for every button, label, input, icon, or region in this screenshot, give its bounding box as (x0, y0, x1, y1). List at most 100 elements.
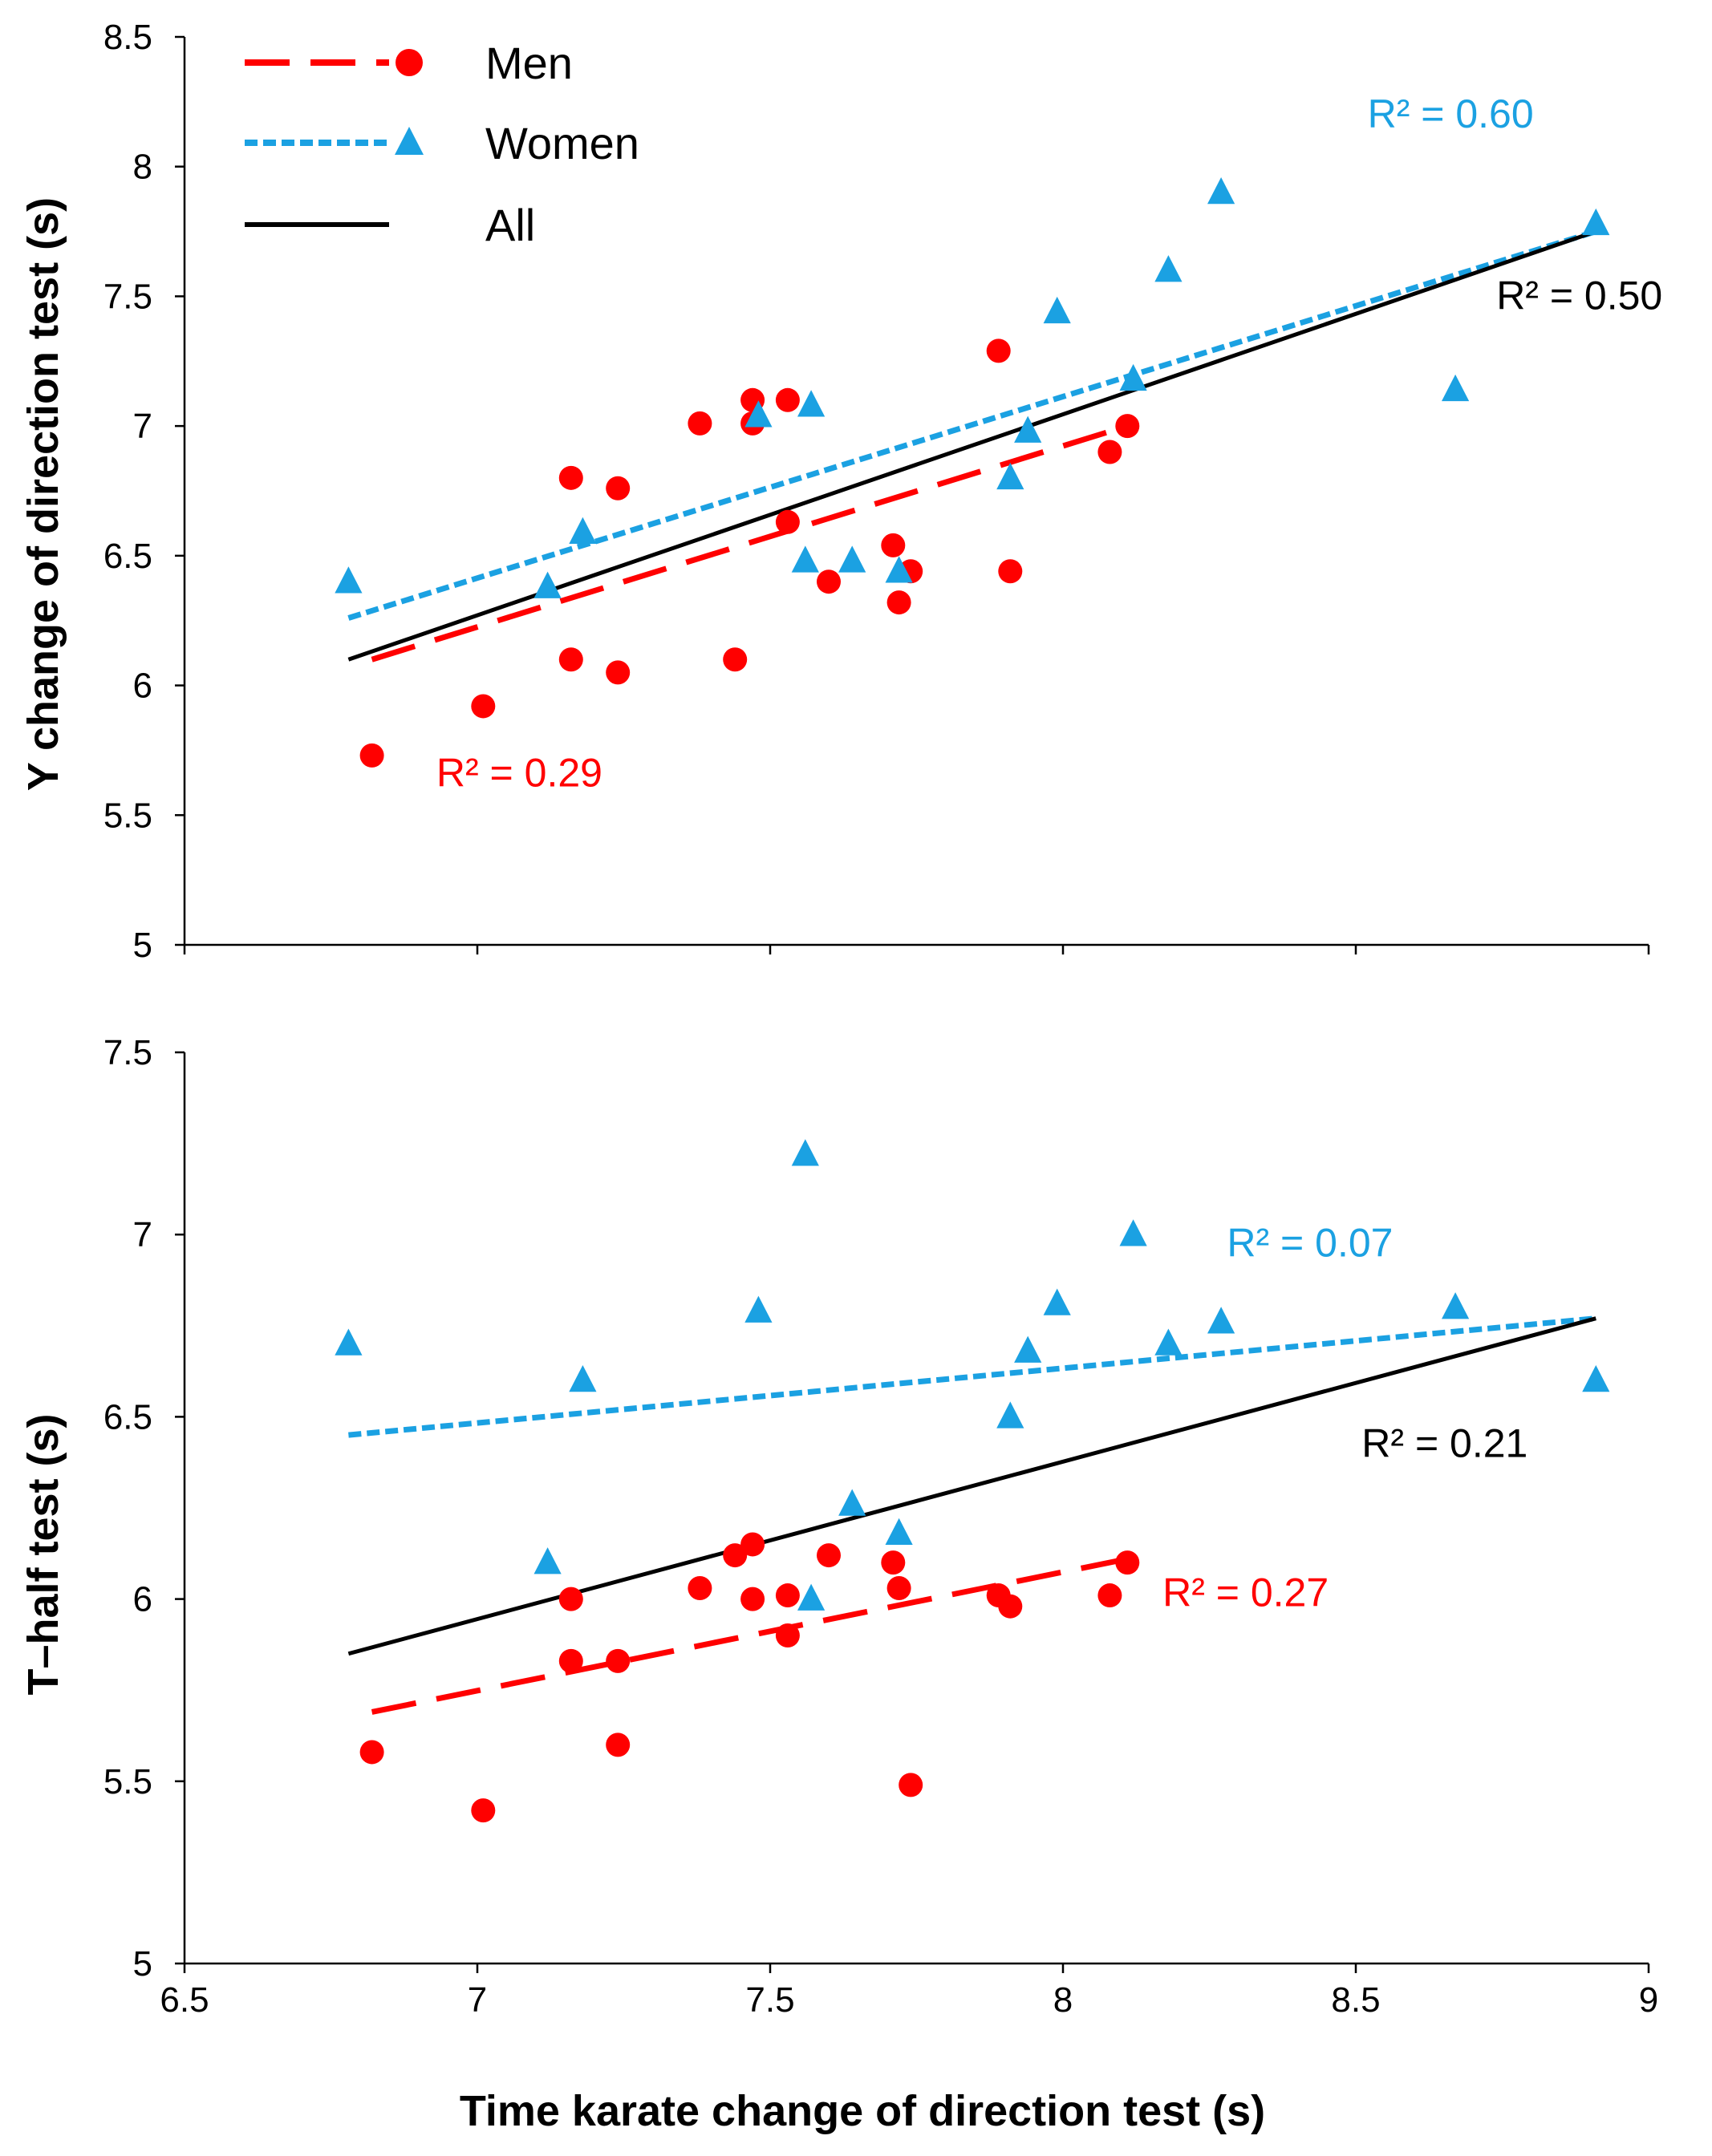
point-women (1043, 296, 1071, 324)
point-women (1154, 255, 1183, 282)
point-men (558, 647, 583, 672)
x-tick-label: 7 (468, 1980, 487, 2020)
point-women (1207, 177, 1235, 205)
point-women (1119, 1219, 1147, 1246)
panel-top-y-change: 5 5.5 6 6.5 7 7.5 8 8.5 R² = 0.60 R² = 0.50 R² = 0… (103, 18, 1662, 965)
point-men (998, 559, 1023, 584)
point-men (606, 476, 631, 500)
point-men (775, 1623, 800, 1648)
x-tick-label: 6.5 (160, 1980, 209, 2020)
point-men (881, 533, 906, 557)
r2-label-all: R² = 0.21 (1361, 1420, 1527, 1465)
point-men (899, 1773, 923, 1797)
point-men (986, 338, 1011, 363)
point-men (723, 1543, 748, 1568)
trendline-women (347, 229, 1597, 621)
point-women (996, 1401, 1024, 1429)
point-men (817, 1543, 841, 1568)
x-tick-label: 8 (1053, 1980, 1073, 2020)
point-women (1582, 208, 1610, 236)
trendline-women (348, 1315, 1596, 1438)
y-tick-label: 8.5 (103, 18, 152, 57)
legend-label-women: Women (485, 118, 639, 168)
point-men (817, 569, 841, 594)
point-women (1119, 363, 1147, 391)
point-women (1207, 1307, 1235, 1334)
point-men (998, 1594, 1023, 1619)
point-men (471, 694, 496, 719)
point-men (606, 1648, 631, 1673)
point-women (791, 545, 819, 573)
point-women (797, 1583, 826, 1611)
point-women (797, 390, 826, 417)
x-axis-title: Time karate change of direction test (s) (460, 2087, 1265, 2135)
y-tick-label: 7 (133, 407, 152, 446)
point-men (1115, 1550, 1140, 1575)
point-women (885, 556, 913, 583)
point-men (775, 1583, 800, 1608)
trendline-all (347, 1316, 1596, 1656)
trendline-men (371, 423, 1129, 663)
legend-label-men: Men (485, 38, 573, 88)
x-tick-label: 9 (1639, 1980, 1658, 2020)
panel-bottom-t-half: 5 5.5 6 6.5 7 7.5 6.5 7 7.5 8 8.5 9 R² = 0.07 R² = 0.… (103, 1033, 1658, 2020)
r2-label-women: R² = 0.60 (1368, 91, 1534, 136)
point-men (1097, 440, 1122, 464)
point-women (744, 1295, 773, 1323)
point-women (335, 566, 363, 594)
point-women (1043, 1288, 1071, 1315)
point-women (569, 517, 597, 544)
r2-label-men: R² = 0.29 (436, 751, 602, 796)
point-women (996, 462, 1024, 490)
point-women (1442, 1292, 1470, 1319)
point-women (791, 1139, 819, 1166)
point-men (359, 1740, 384, 1765)
y-tick-label: 7 (133, 1215, 152, 1254)
y-tick-label: 6 (133, 667, 152, 706)
point-men (723, 647, 748, 672)
point-men (558, 465, 583, 490)
point-men (606, 1732, 631, 1757)
point-men (740, 1532, 765, 1557)
trendline-men (371, 1556, 1128, 1715)
r2-label-all: R² = 0.50 (1496, 274, 1662, 318)
point-women (1582, 1364, 1610, 1392)
point-women (569, 1364, 597, 1392)
legend-label-all: All (485, 200, 535, 250)
y-axis-title-bottom: T–half test (s) (19, 1413, 67, 1695)
legend: Men Women All (245, 38, 639, 250)
point-women (838, 545, 866, 573)
point-women (1014, 415, 1042, 443)
point-men (775, 509, 800, 534)
point-men (558, 1587, 583, 1611)
point-men (1115, 414, 1140, 439)
y-tick-label: 5.5 (103, 1762, 152, 1801)
y-tick-label: 5.5 (103, 796, 152, 835)
y-tick-label: 7.5 (103, 277, 152, 316)
legend-marker-women (395, 127, 424, 155)
point-men (886, 1575, 911, 1600)
point-men (881, 1550, 906, 1575)
point-women (1442, 374, 1470, 402)
point-men (740, 1587, 765, 1611)
point-men (471, 1798, 496, 1823)
trendline-all (347, 229, 1597, 662)
point-men (1097, 1583, 1122, 1608)
point-women (838, 1489, 866, 1516)
y-tick-label: 6.5 (103, 537, 152, 576)
point-men (558, 1648, 583, 1673)
point-women (335, 1328, 363, 1356)
legend-marker-men (396, 49, 423, 76)
y-tick-label: 7.5 (103, 1033, 152, 1072)
point-women (1154, 1328, 1183, 1356)
y-tick-label: 8 (133, 148, 152, 187)
point-women (1014, 1335, 1042, 1363)
point-women (533, 571, 562, 598)
r2-label-men: R² = 0.27 (1162, 1570, 1329, 1615)
point-men (606, 660, 631, 685)
point-men (359, 743, 384, 768)
point-women (885, 1518, 913, 1546)
y-tick-label: 6 (133, 1580, 152, 1619)
point-men (688, 411, 712, 436)
